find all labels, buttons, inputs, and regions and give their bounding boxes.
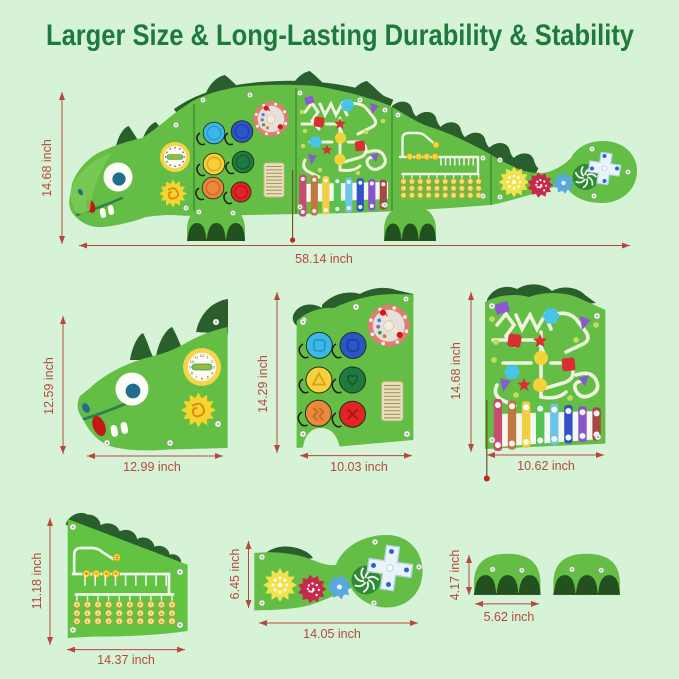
svg-text:Larger Size & Long-Lasting Dur: Larger Size & Long-Lasting Durability & … <box>46 19 634 52</box>
svg-text:1: 1 <box>207 355 210 360</box>
svg-text:11.18 inch: 11.18 inch <box>30 553 44 610</box>
svg-text:1: 1 <box>86 611 89 616</box>
svg-text:=: = <box>115 555 118 561</box>
svg-text:1: 1 <box>86 619 89 624</box>
svg-text:6: 6 <box>139 619 142 624</box>
svg-text:5: 5 <box>129 611 132 616</box>
svg-text:8: 8 <box>191 370 194 375</box>
svg-text:+: + <box>85 572 88 578</box>
svg-text:2: 2 <box>211 359 214 364</box>
svg-text:14.68 inch: 14.68 inch <box>449 342 463 400</box>
svg-text:2: 2 <box>97 611 100 616</box>
svg-text:8: 8 <box>160 602 163 607</box>
svg-text:0: 0 <box>76 619 79 624</box>
svg-text:14.05 inch: 14.05 inch <box>303 627 361 641</box>
svg-text:2: 2 <box>97 619 100 624</box>
svg-text:12: 12 <box>200 353 205 358</box>
svg-text:6: 6 <box>139 602 142 607</box>
svg-text:7: 7 <box>150 611 153 616</box>
svg-text:4: 4 <box>118 611 121 616</box>
svg-text:12.99 inch: 12.99 inch <box>123 460 181 474</box>
svg-text:6: 6 <box>201 376 204 381</box>
svg-text:58.14 inch: 58.14 inch <box>295 252 353 266</box>
svg-text:1: 1 <box>86 602 89 607</box>
svg-text:÷: ÷ <box>114 572 117 578</box>
svg-text:9: 9 <box>189 365 192 370</box>
svg-text:3: 3 <box>107 602 110 607</box>
svg-text:3: 3 <box>212 365 215 370</box>
svg-text:10.03 inch: 10.03 inch <box>330 460 388 474</box>
svg-text:4.17 inch: 4.17 inch <box>448 550 462 601</box>
svg-text:9: 9 <box>171 619 174 624</box>
svg-text:0: 0 <box>76 611 79 616</box>
svg-text:5: 5 <box>207 375 210 380</box>
svg-text:9: 9 <box>171 602 174 607</box>
svg-text:×: × <box>105 572 108 578</box>
svg-text:14.68 inch: 14.68 inch <box>40 139 54 197</box>
svg-text:11: 11 <box>194 355 199 360</box>
svg-text:4: 4 <box>211 370 214 375</box>
svg-text:9: 9 <box>171 611 174 616</box>
svg-text:2: 2 <box>97 602 100 607</box>
svg-text:12.59 inch: 12.59 inch <box>42 357 56 415</box>
svg-text:6.45 inch: 6.45 inch <box>228 549 242 600</box>
svg-text:5.62 inch: 5.62 inch <box>484 610 535 624</box>
svg-text:7: 7 <box>195 375 198 380</box>
svg-text:0: 0 <box>76 602 79 607</box>
svg-text:10.62 inch: 10.62 inch <box>517 459 575 473</box>
svg-text:3: 3 <box>107 619 110 624</box>
svg-text:8: 8 <box>160 611 163 616</box>
svg-text:3: 3 <box>107 611 110 616</box>
svg-text:−: − <box>95 572 98 578</box>
svg-text:5: 5 <box>129 602 132 607</box>
svg-text:4: 4 <box>118 602 121 607</box>
svg-text:6: 6 <box>139 611 142 616</box>
svg-text:8: 8 <box>160 619 163 624</box>
svg-text:10: 10 <box>190 359 195 364</box>
svg-text:7: 7 <box>150 619 153 624</box>
svg-text:14.37 inch: 14.37 inch <box>97 653 155 667</box>
svg-text:7: 7 <box>150 602 153 607</box>
svg-text:4: 4 <box>118 619 121 624</box>
svg-text:5: 5 <box>129 619 132 624</box>
svg-text:14.29 inch: 14.29 inch <box>256 355 270 413</box>
